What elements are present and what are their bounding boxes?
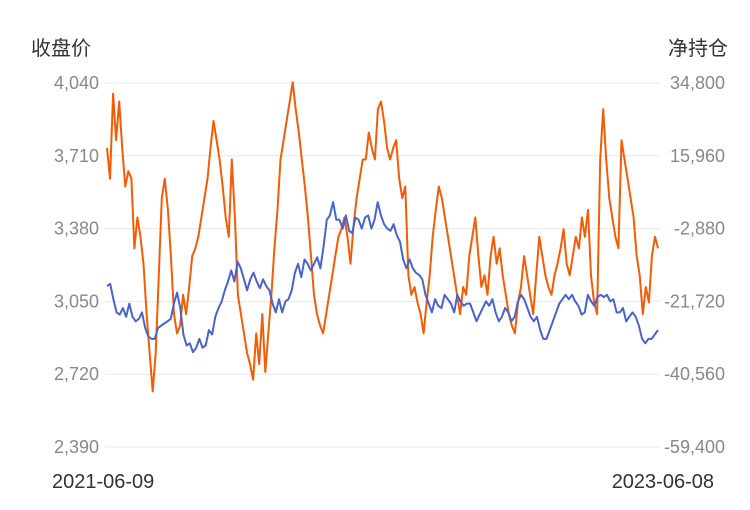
left-tick-label: 2,390	[54, 437, 99, 457]
right-tick-label: -21,720	[664, 291, 725, 311]
right-axis-title: 净持仓	[668, 37, 728, 60]
right-tick-label: -2,880	[674, 219, 725, 239]
left-tick-label: 3,380	[54, 219, 99, 239]
gridlines	[105, 82, 660, 448]
series-lines	[106, 81, 659, 393]
x-tick-start: 2021-06-09	[52, 471, 154, 493]
right-tick-label: 15,960	[670, 146, 725, 166]
left-axis-ticks: 4,040 3,710 3,380 3,050 2,720 2,390	[54, 73, 99, 457]
left-tick-label: 3,050	[54, 291, 99, 311]
x-tick-end: 2023-06-08	[612, 471, 714, 493]
right-tick-label: 34,800	[670, 73, 725, 93]
net-position-line	[106, 81, 659, 393]
right-axis-ticks: 34,800 15,960 -2,880 -21,720 -40,560 -59,400	[664, 73, 725, 457]
right-tick-label: -40,560	[664, 364, 725, 384]
left-tick-label: 4,040	[54, 73, 99, 93]
left-tick-label: 2,720	[54, 364, 99, 384]
left-axis-title: 收盘价	[31, 37, 91, 60]
close-price-line	[106, 201, 659, 354]
left-tick-label: 3,710	[54, 146, 99, 166]
right-tick-label: -59,400	[664, 437, 725, 457]
